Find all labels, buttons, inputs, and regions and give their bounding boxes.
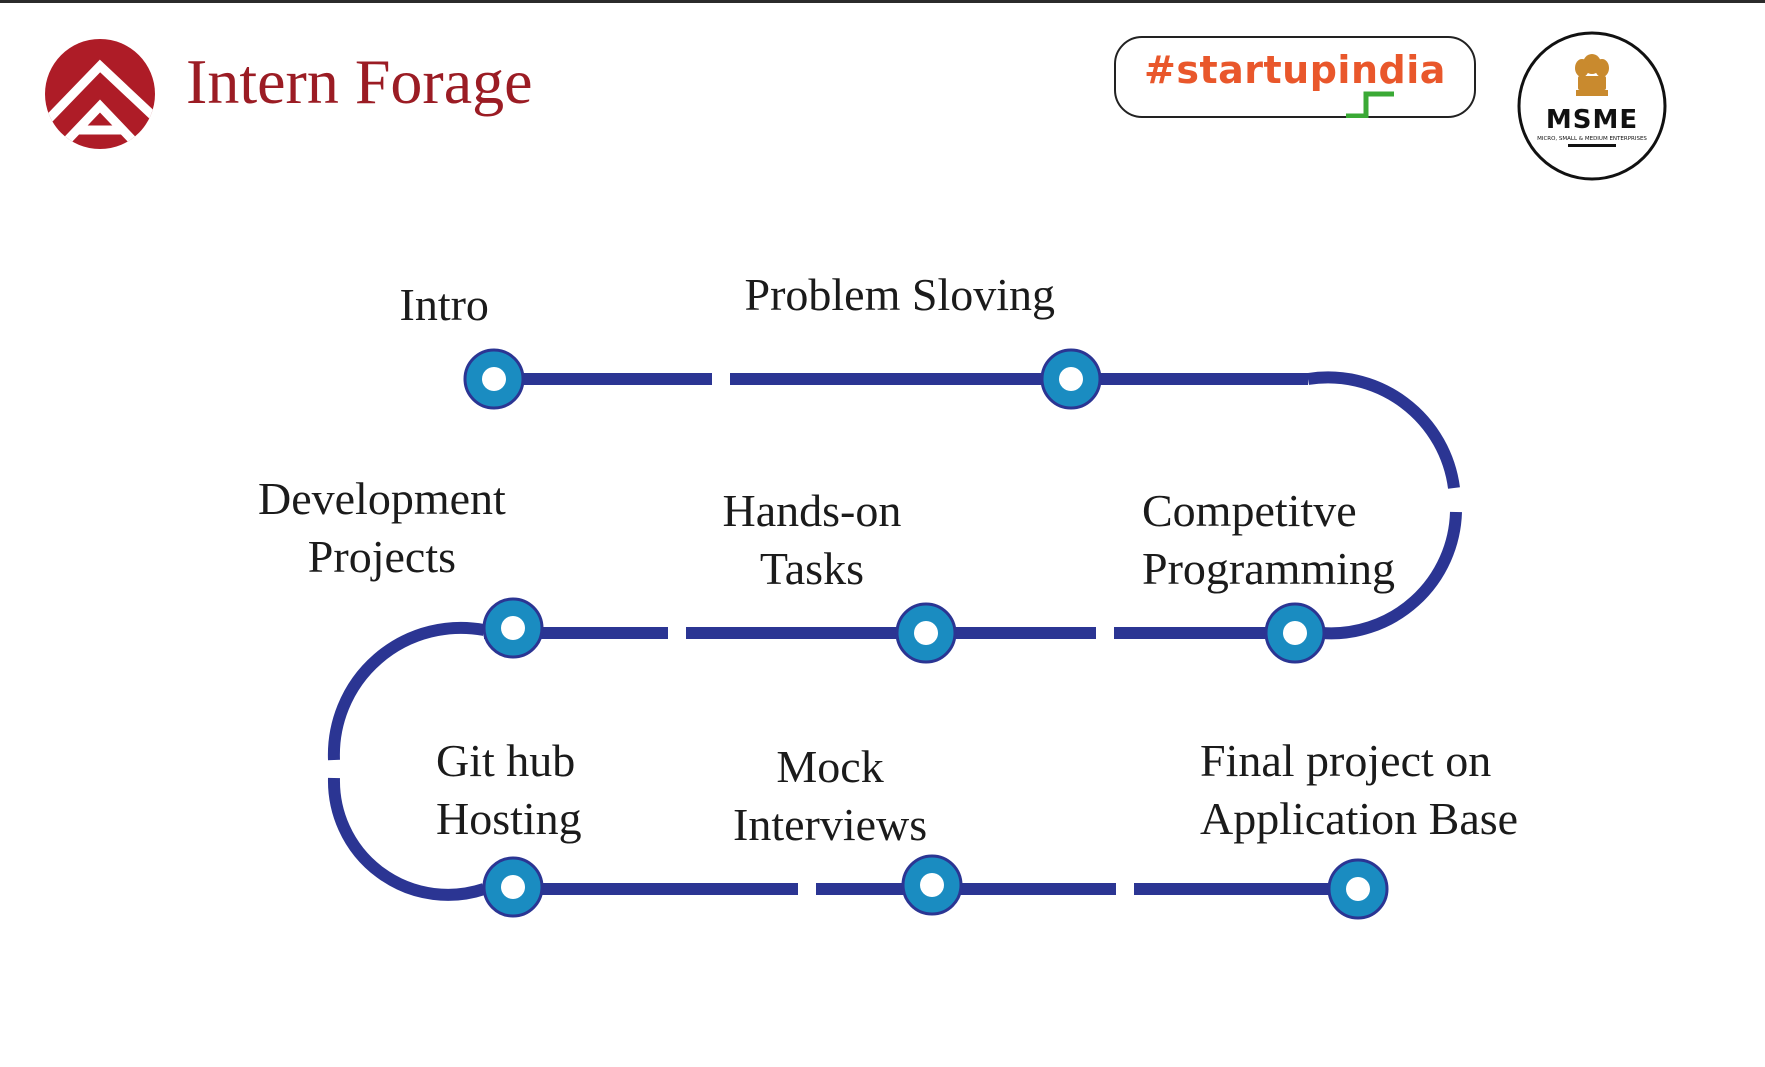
node-github-hosting <box>482 856 544 918</box>
path-curve <box>327 621 486 761</box>
msme-caption: MICRO, SMALL & MEDIUM ENTERPRISES <box>1537 136 1647 142</box>
step-label-intro: Intro <box>399 279 489 330</box>
step-label-mock-interviews: Mock Interviews <box>733 741 928 850</box>
node-development-projects <box>482 597 544 659</box>
node-intro <box>463 348 525 410</box>
intern-forage-logo-icon <box>45 39 155 149</box>
startup-india-badge: #startupindia <box>1114 36 1476 118</box>
step-label-github-hosting: Git hub Hosting <box>436 735 582 844</box>
node-final-project <box>1327 858 1389 920</box>
node-competitive-programming <box>1264 602 1326 664</box>
msme-acronym: MSME <box>1546 105 1638 135</box>
step-label-competitive-programming: Competitve Programming <box>1142 485 1395 594</box>
startup-stair-icon <box>1346 91 1394 118</box>
path-curve <box>1321 511 1462 640</box>
top-border <box>0 0 1765 3</box>
step-label-development-projects: Development Projects <box>258 473 506 582</box>
node-mock-interviews <box>901 854 963 916</box>
brand-name: Intern Forage <box>186 46 533 117</box>
step-label-final-project: Final project on Application Base <box>1200 735 1519 844</box>
step-label-problem-solving: Problem Sloving <box>744 269 1056 320</box>
path-curve <box>1307 371 1460 489</box>
node-hands-on-tasks <box>895 602 957 664</box>
node-problem-solving <box>1040 348 1102 410</box>
step-label-hands-on-tasks: Hands-on Tasks <box>722 485 902 594</box>
emblem-icon <box>1575 54 1609 96</box>
path-curve <box>327 777 486 901</box>
startup-india-text: #startupindia <box>1144 48 1446 92</box>
msme-seal-icon: MSME MICRO, SMALL & MEDIUM ENTERPRISES <box>1517 31 1667 181</box>
